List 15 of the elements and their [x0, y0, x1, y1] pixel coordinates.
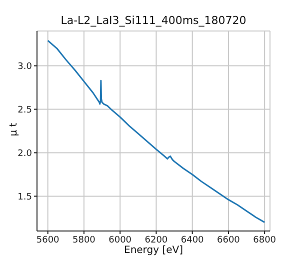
y-tick-label: 2.5: [18, 105, 32, 116]
x-tick-label: 6400: [180, 235, 204, 246]
x-tick-label: 6800: [253, 235, 276, 246]
x-tick-label: 6000: [108, 235, 132, 246]
x-tick-label: 5600: [36, 235, 60, 246]
x-tick-label: 6200: [144, 235, 168, 246]
x-tick-label: 6600: [217, 235, 240, 246]
y-tick-label: 2.0: [18, 148, 32, 159]
x-axis-title: Energy [eV]: [123, 245, 184, 256]
y-axis-title: μ t: [8, 122, 20, 138]
y-tick-label: 1.5: [18, 192, 32, 202]
y-tick-label: 3.0: [18, 62, 32, 72]
chart-title: La-L2_LaI3_Si111_400ms_180720: [60, 14, 248, 27]
line-series: [47, 40, 266, 224]
x-tick-label: 5800: [72, 235, 96, 246]
